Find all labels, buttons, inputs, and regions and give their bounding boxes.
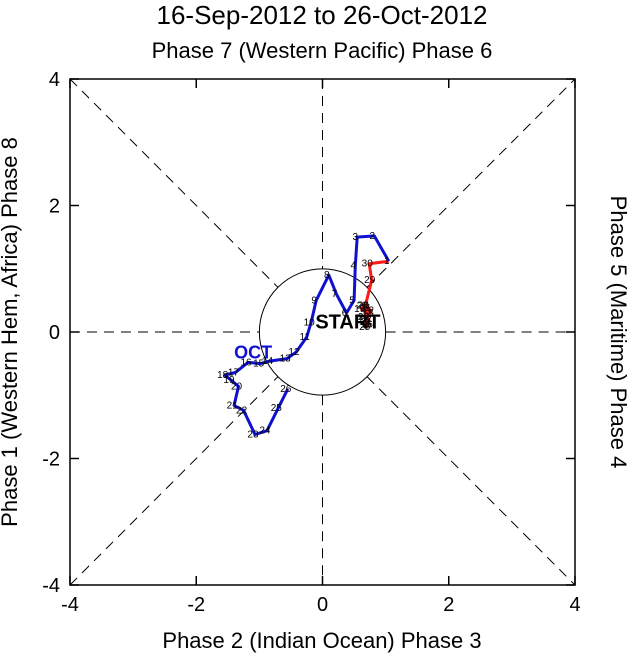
day-label: 8 [324,270,330,281]
day-label: 21 [227,400,239,411]
x-tick-label: 2 [443,594,454,616]
day-label: 17 [358,314,370,325]
guide-diagonal-se [366,376,576,586]
oct-annotation: OCT [234,343,272,363]
day-label: 13 [280,354,292,365]
day-label: 6 [342,308,348,319]
day-label: 24 [360,317,372,328]
y-tick-label: -2 [42,449,60,471]
phase-label-right: Phase 5 (Maritime) Phase 4 [606,196,628,469]
guide-diagonal-nw [69,78,279,288]
phase-label-bottom: Phase 2 (Indian Ocean) Phase 3 [162,628,481,653]
day-label: 29 [364,275,376,286]
day-label: 9 [311,295,317,306]
day-label: 28 [358,300,370,311]
day-label: 26 [362,319,374,330]
start-annotation: START [315,311,380,333]
day-label: 15 [253,359,265,370]
day-label: 20 [357,300,369,311]
day-label: 4 [351,261,357,272]
y-tick-label: 2 [49,196,60,218]
day-label: 18 [362,308,374,319]
phase-label-left: Phase 1 (Western Hem, Africa) Phase 8 [0,137,22,527]
day-label: 27 [360,316,372,327]
day-label: 11 [300,332,311,343]
day-label: 3 [352,232,358,243]
x-tick-label: -2 [187,594,205,616]
day-label: 24 [259,426,271,437]
y-tick-label: 4 [49,69,60,91]
chart-title: 16-Sep-2012 to 26-Oct-2012 [157,0,488,30]
day-label: 30 [362,259,374,270]
day-label: 26 [280,384,292,395]
series-line-sep [360,259,389,329]
x-tick-label: 4 [569,594,580,616]
y-tick-label: -4 [42,575,60,597]
day-label: 22 [363,305,375,316]
phase-label-top: Phase 7 (Western Pacific) Phase 6 [152,38,493,63]
day-label: 16 [240,357,252,368]
series-line-oct [223,234,391,436]
x-tick-label: -4 [61,594,79,616]
day-label: 20 [231,381,243,392]
day-label: 10 [304,318,316,329]
x-tick-label: 0 [317,594,328,616]
day-label: 19 [354,304,366,315]
day-label: 22 [236,405,248,416]
y-tick-label: 0 [49,322,60,344]
day-label: 17 [228,367,240,378]
day-label: 21 [360,303,372,314]
day-label: 19 [223,375,235,386]
day-label: 16 [360,319,372,330]
guide-diagonal-ne [366,78,576,288]
day-label: 12 [288,347,300,358]
day-label: 25 [271,403,283,414]
day-label: 2 [369,231,375,242]
day-label: 23 [358,312,370,323]
day-label: 25 [359,322,371,333]
day-label: 18 [217,370,229,381]
unit-circle [258,268,387,396]
day-label: 5 [349,295,355,306]
day-label: 1 [384,256,390,267]
day-label: 14 [262,356,274,367]
day-label: 23 [247,429,259,440]
day-label: 7 [332,289,338,300]
